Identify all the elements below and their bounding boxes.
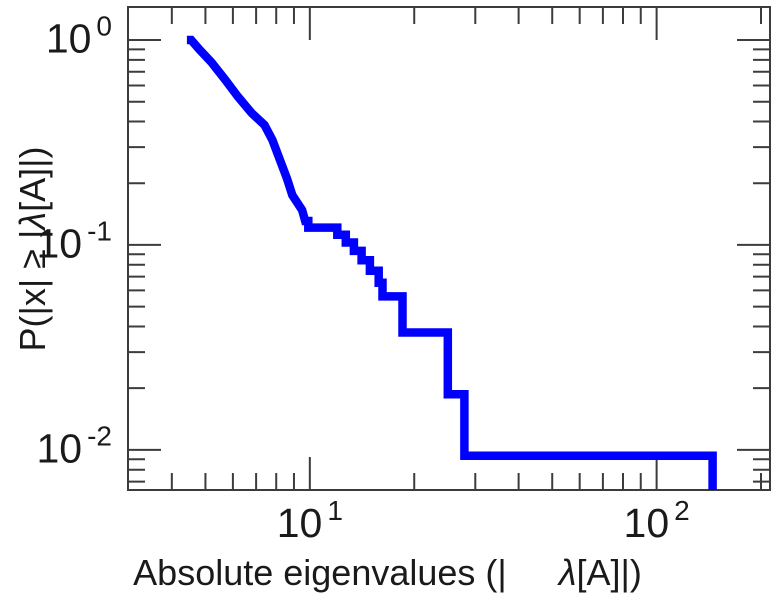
x-tick-label-1: 10 1 xyxy=(276,497,343,546)
x-axis-title-suffix: [A]|) xyxy=(576,552,642,593)
y-tick-label--2: 10 -2 xyxy=(0,422,112,472)
tick-exponent: 2 xyxy=(674,495,690,526)
tick-exponent: -2 xyxy=(87,420,112,452)
tick-exponent: -1 xyxy=(87,215,112,247)
y-tick-label-0: 10 0 xyxy=(0,12,112,62)
tick-base: 10 xyxy=(36,425,83,472)
tick-base: 10 xyxy=(623,500,670,546)
x-tick-label-2: 10 2 xyxy=(623,497,690,546)
x-axis-title: Absolute eigenvalues (| λ[A]|) xyxy=(0,552,775,594)
tick-base: 10 xyxy=(45,15,92,62)
lambda-symbol: λ xyxy=(558,552,577,593)
plot-border xyxy=(127,6,771,491)
tick-exponent: 0 xyxy=(96,10,112,42)
tick-exponent: 1 xyxy=(327,495,343,526)
y-tick-label--1: 10 -1 xyxy=(0,217,112,267)
tick-base: 10 xyxy=(276,500,323,546)
y-axis-title-suffix: [A]|) xyxy=(12,146,53,212)
tick-base: 10 xyxy=(36,220,83,267)
x-axis-title-prefix: Absolute eigenvalues (| xyxy=(133,552,507,593)
ccdf-step-curve xyxy=(186,35,717,490)
